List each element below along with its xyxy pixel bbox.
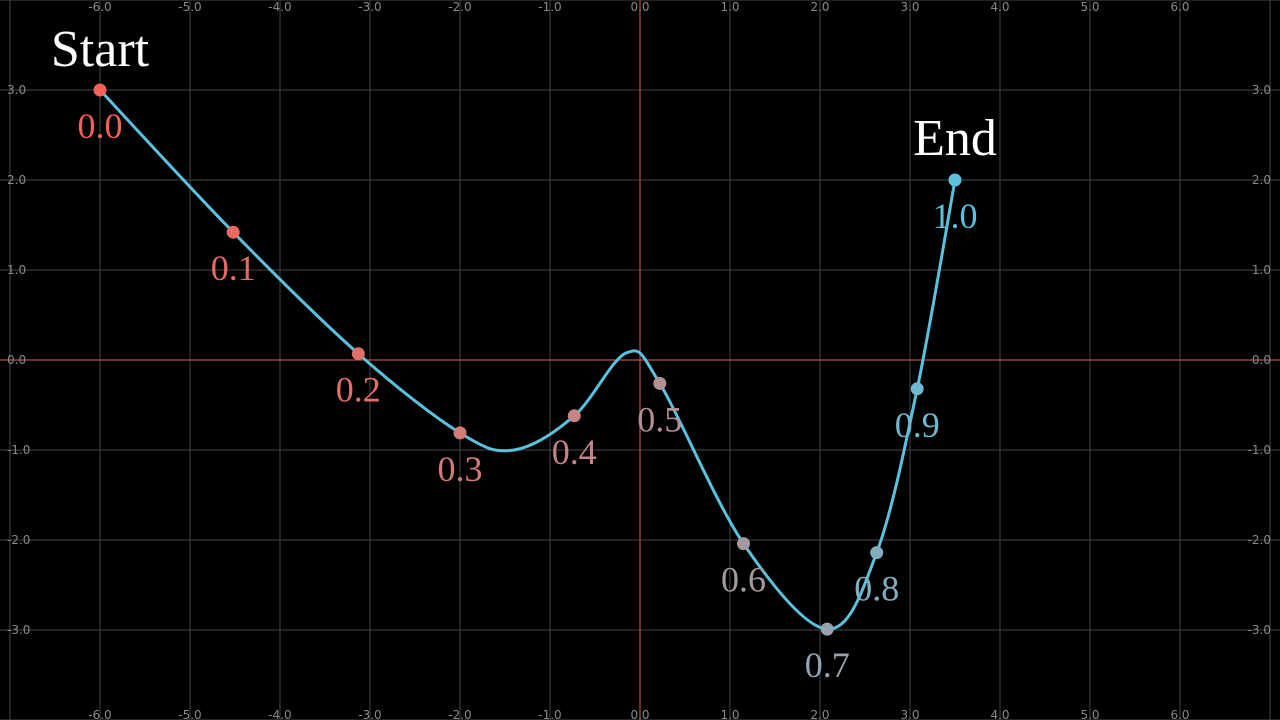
curve-point: [948, 173, 962, 187]
x-tick-label-bottom: -6.0: [88, 708, 111, 720]
curve-point: [567, 409, 581, 423]
y-tick-label-left: 3.0: [7, 83, 26, 97]
x-tick-label-bottom: 3.0: [900, 708, 919, 720]
points-layer: [93, 83, 962, 636]
y-tick-label-right: -2.0: [1248, 533, 1271, 547]
curve-point: [453, 426, 467, 440]
x-tick-label-bottom: 5.0: [1080, 708, 1099, 720]
curve-point: [93, 83, 107, 97]
x-tick-label-top: -2.0: [448, 0, 471, 14]
point-t-label: 0.3: [438, 449, 483, 489]
y-tick-label-left: 1.0: [7, 263, 26, 277]
curve-point: [653, 376, 667, 390]
x-tick-label-bottom: 1.0: [720, 708, 739, 720]
y-tick-label-right: -3.0: [1248, 623, 1271, 637]
x-tick-label-top: -3.0: [358, 0, 381, 14]
point-t-label: 0.8: [854, 569, 899, 609]
x-tick-label-top: -6.0: [88, 0, 111, 14]
curve-point: [351, 347, 365, 361]
x-tick-label-top: 4.0: [990, 0, 1009, 14]
x-tick-label-top: 1.0: [720, 0, 739, 14]
x-tick-label-top: -4.0: [268, 0, 291, 14]
tick-labels: -6.0 -6.0 -5.0 -5.0 -4.0 -4.0 -3.0 -3.0 -2.0 -2.0…: [7, 0, 1271, 720]
x-tick-label-top: 5.0: [1080, 0, 1099, 14]
x-tick-label-bottom: -5.0: [178, 708, 201, 720]
curve-point: [820, 622, 834, 636]
y-tick-label-left: 2.0: [7, 173, 26, 187]
point-t-label: 0.9: [895, 405, 940, 445]
point-t-label: 0.5: [637, 399, 682, 439]
point-t-label: 0.6: [721, 560, 766, 600]
x-tick-label-bottom: 6.0: [1170, 708, 1189, 720]
x-tick-label-top: 2.0: [810, 0, 829, 14]
curve-point: [737, 537, 750, 551]
point-t-label: 0.2: [336, 370, 381, 410]
y-tick-label-left: -1.0: [7, 443, 30, 457]
y-tick-label-right: 2.0: [1252, 173, 1271, 187]
curve-layer: [98, 88, 957, 631]
labels-layer: Start End 0.0 0.1 0.2 0.3 0.4 0.5 0.6 0.70.8 0.9…: [51, 21, 997, 685]
x-tick-label-bottom: 2.0: [810, 708, 829, 720]
x-tick-label-top: 3.0: [900, 0, 919, 14]
x-tick-label-top: -1.0: [538, 0, 561, 14]
x-tick-label-bottom: -2.0: [448, 708, 471, 720]
x-tick-label-bottom: -3.0: [358, 708, 381, 720]
x-tick-label-top: 6.0: [1170, 0, 1189, 14]
point-t-label: 0.1: [211, 248, 256, 288]
start-label: Start: [51, 21, 150, 78]
point-t-label: 0.0: [78, 106, 123, 146]
point-t-label: 1.0: [933, 196, 978, 236]
x-tick-label-top: 0.0: [630, 0, 649, 14]
curve-point: [870, 546, 884, 560]
y-tick-label-right: 0.0: [1252, 353, 1271, 367]
point-t-label: 0.4: [552, 432, 597, 472]
end-label: End: [913, 110, 997, 167]
curve-point: [226, 225, 240, 239]
y-tick-label-left: 0.0: [7, 353, 26, 367]
y-tick-label-right: -1.0: [1248, 443, 1271, 457]
point-t-label: 0.7: [805, 645, 850, 685]
y-tick-label-right: 1.0: [1252, 263, 1271, 277]
x-tick-label-bottom: -4.0: [268, 708, 291, 720]
x-tick-label-bottom: 0.0: [630, 708, 649, 720]
x-tick-label-bottom: 4.0: [990, 708, 1009, 720]
curve-point: [910, 382, 924, 396]
y-tick-label-left: -3.0: [7, 623, 30, 637]
path-curve: [98, 88, 957, 631]
x-tick-label-top: -5.0: [178, 0, 201, 14]
y-tick-label-right: 3.0: [1252, 83, 1271, 97]
x-tick-label-bottom: -1.0: [538, 708, 561, 720]
y-tick-label-left: -2.0: [7, 533, 30, 547]
